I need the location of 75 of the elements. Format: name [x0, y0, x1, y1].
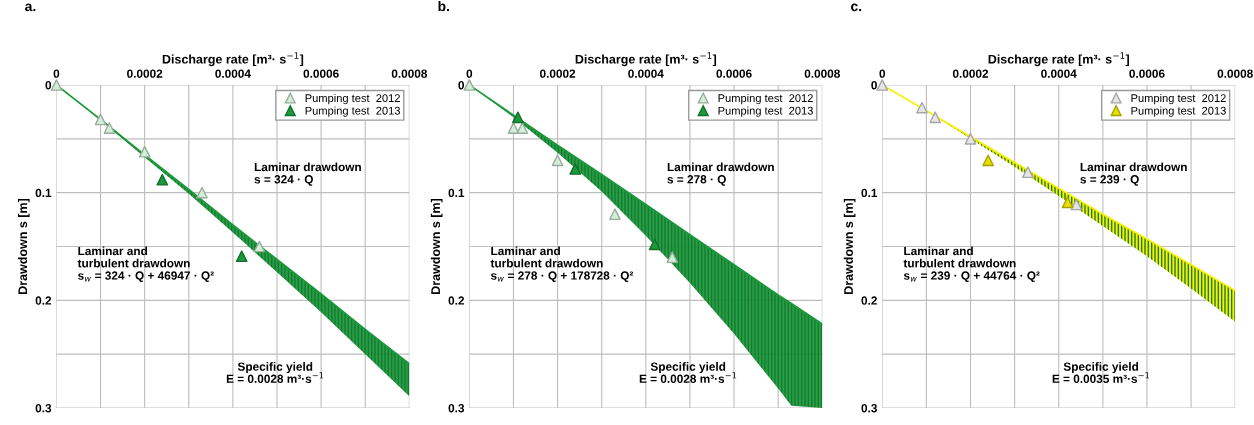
y-tick-label: 0 — [871, 81, 877, 90]
point — [609, 208, 621, 221]
point — [1070, 198, 1083, 211]
point — [648, 238, 661, 251]
point — [156, 173, 169, 186]
y-tick-label: 0.1 — [448, 188, 465, 198]
point — [94, 113, 107, 126]
legend-label: Pumping test 2012 — [305, 93, 400, 105]
chart-title: c. — [851, 3, 862, 12]
x-axis-title: Discharge rate [m³· s$^{−1}$] — [988, 52, 1129, 67]
legend-label: Pumping test 2013 — [718, 106, 813, 117]
x-tick-label: 0.0006 — [303, 69, 339, 78]
point — [235, 250, 248, 263]
y-axis-title: Drawdown s [m] — [17, 198, 30, 294]
y-axis-title: Drawdown s [m] — [843, 198, 856, 294]
point — [982, 154, 994, 167]
point — [569, 163, 582, 175]
point — [916, 101, 928, 114]
point — [463, 79, 476, 91]
point — [964, 132, 977, 145]
point — [876, 79, 889, 91]
point — [551, 154, 564, 167]
y-tick-label: 0 — [45, 81, 52, 90]
x-tick-label: 0 — [466, 69, 473, 78]
x-tick-label: 0.0004 — [215, 69, 251, 78]
annotation: Specific yield E = 0.0035 m³·s$^{−1}$ — [1052, 362, 1150, 383]
y-axis-title: Drawdown s [m] — [430, 198, 443, 294]
y-tick-label: 0.2 — [35, 296, 52, 305]
legend-label: Pumping test 2013 — [305, 106, 400, 117]
point — [1061, 196, 1074, 209]
chart-title: b. — [438, 0, 449, 12]
annotation: Specific yield E = 0.0028 m³·s$^{−1}$ — [226, 362, 324, 383]
annotation: Laminar drawdown s = 239 · Q — [1080, 162, 1187, 186]
point — [516, 122, 529, 134]
annotation: Laminar and turbulent drawdown s$_{w}$ = 278 · Q + 178728 · Q² — [490, 246, 634, 282]
y-tick-label: 0.1 — [861, 188, 878, 198]
point — [50, 79, 63, 91]
point — [1022, 166, 1034, 179]
annotation: Specific yield E = 0.0028 m³·s$^{−1}$ — [639, 362, 737, 383]
x-tick-label: 0.0004 — [628, 69, 664, 78]
y-tick-label: 0.1 — [35, 188, 52, 198]
y-tick-label: 0.3 — [861, 404, 877, 413]
y-tick-label: 0.3 — [448, 404, 465, 413]
x-tick-label: 0.0002 — [127, 69, 163, 78]
x-tick-label: 0.0006 — [716, 69, 752, 78]
x-tick-label: 0 — [53, 69, 60, 78]
annotation: Laminar and turbulent drawdown s$_{w}$ = 239 · Q + 44764 · Q² — [903, 246, 1040, 282]
y-tick-label: 0.3 — [35, 404, 52, 413]
legend-label: Pumping test 2013 — [1131, 106, 1226, 117]
legend-label: Pumping test 2012 — [718, 93, 813, 105]
legend-label: Pumping test 2012 — [1131, 93, 1226, 105]
x-tick-label: 0.0002 — [539, 69, 576, 78]
y-tick-label: 0.2 — [448, 296, 465, 305]
x-tick-label: 0 — [879, 69, 886, 78]
point — [512, 111, 524, 124]
x-axis-title: Discharge rate [m³· s$^{−1}$] — [162, 52, 304, 67]
x-axis-title: Discharge rate [m³· s$^{−1}$] — [575, 52, 717, 67]
x-tick-label: 0.0008 — [1217, 69, 1253, 78]
point — [666, 251, 679, 264]
annotation: Laminar drawdown s = 324 · Q — [254, 162, 361, 186]
x-tick-label: 0.0008 — [391, 69, 428, 78]
point — [929, 111, 942, 124]
point — [103, 122, 116, 134]
x-tick-label: 0.0006 — [1129, 69, 1165, 78]
point — [138, 145, 151, 158]
x-tick-label: 0.0004 — [1041, 69, 1077, 78]
annotation: Laminar drawdown s = 278 · Q — [667, 162, 774, 186]
point — [196, 186, 208, 199]
point — [253, 240, 266, 253]
y-tick-label: 0.2 — [861, 296, 877, 305]
x-tick-label: 0.0002 — [952, 69, 989, 78]
annotation: Laminar and turbulent drawdown s$_{w}$ = 324 · Q + 46947 · Q² — [77, 246, 214, 282]
chart-title: a. — [25, 3, 36, 12]
x-tick-label: 0.0008 — [804, 69, 840, 78]
y-tick-label: 0 — [458, 81, 464, 90]
